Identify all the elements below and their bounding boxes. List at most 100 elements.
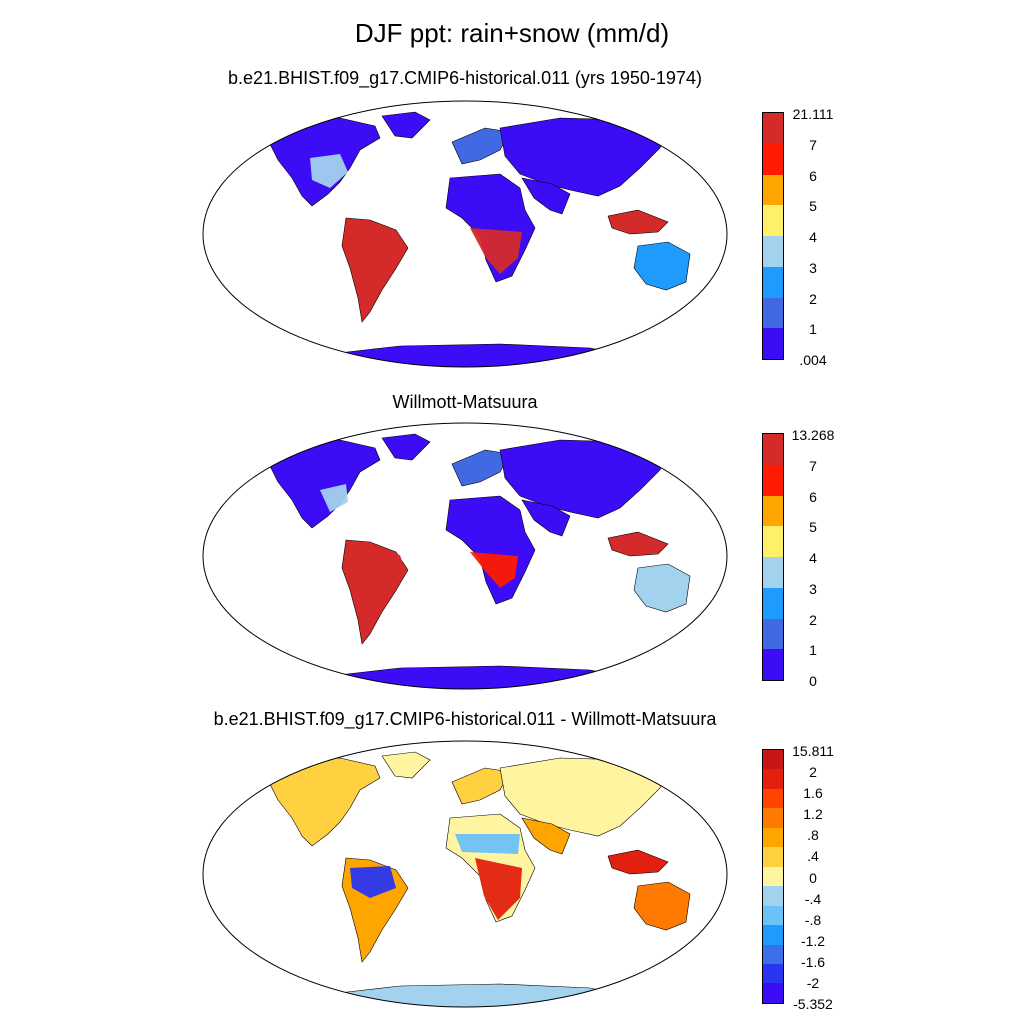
colorbar-box — [763, 587, 783, 619]
panel-title-obs: Willmott-Matsuura — [392, 392, 538, 412]
colorbar-tick-label: 21.111 — [792, 106, 834, 122]
panel-title-model: b.e21.BHIST.f09_g17.CMIP6-historical.011… — [228, 68, 702, 88]
colorbar-box — [763, 866, 783, 887]
colorbar-box — [763, 113, 783, 144]
precip-patch — [455, 834, 520, 854]
colorbar-tick-label: -1.2 — [800, 932, 826, 949]
colorbar-box — [763, 495, 783, 527]
land-greenland — [381, 751, 431, 779]
land-australia — [633, 241, 691, 291]
colorbar-box — [763, 963, 783, 984]
land-australia — [633, 881, 691, 931]
land-maritime-continent — [607, 209, 669, 235]
land-maritime-continent — [607, 849, 669, 875]
colorbar-tick-label: 6 — [809, 488, 817, 505]
colorbar-tick-label: 1 — [809, 642, 817, 659]
colorbar-model — [762, 112, 784, 360]
map-model — [202, 100, 728, 368]
main-title: DJF ppt: rain+snow (mm/d) — [354, 18, 670, 48]
colorbar-box — [763, 434, 783, 465]
colorbar-tick-label: .004 — [799, 352, 827, 368]
colorbar-box — [763, 905, 783, 926]
colorbar-box — [763, 944, 783, 964]
colorbar-box — [763, 297, 783, 329]
colorbar-tick-label: -.8 — [804, 911, 822, 928]
colorbar-tick-label: 2 — [809, 290, 817, 307]
precip-patch — [310, 154, 348, 188]
colorbar-box — [763, 464, 783, 496]
colorbar-tick-label: 1.6 — [803, 785, 823, 802]
colorbar-tick-label: 4 — [809, 229, 817, 245]
colorbar-box — [763, 769, 783, 789]
colorbar-box — [763, 266, 783, 298]
colorbar-tick-label: 2 — [809, 764, 817, 781]
land-arabia-india — [521, 817, 571, 855]
land-europe — [451, 127, 511, 165]
land-maritime-continent — [607, 531, 669, 557]
precip-patch — [470, 228, 522, 274]
colorbar-tick-label: 5 — [809, 198, 817, 215]
colorbar-tick-label: 3 — [809, 259, 817, 276]
colorbar-tick-label: -1.6 — [800, 953, 826, 970]
map-obs — [202, 422, 728, 690]
colorbar-tick-label: 15.811 — [792, 743, 834, 759]
map-border — [202, 100, 728, 368]
colorbar-box — [763, 886, 783, 906]
colorbar-tick-label: 0 — [809, 869, 817, 886]
colorbar-obs — [762, 433, 784, 681]
colorbar-box — [763, 983, 783, 1003]
colorbar-tick-label: -.4 — [804, 890, 822, 907]
land-greenland — [381, 111, 431, 139]
colorbar-tick-label: 5 — [809, 519, 817, 536]
colorbar-tick-label: 1 — [809, 321, 817, 338]
map-border — [202, 740, 728, 1008]
colorbar-box — [763, 808, 783, 828]
colorbar-box — [763, 143, 783, 175]
land-europe — [451, 767, 511, 805]
colorbar-tick-label: 13.268 — [791, 427, 835, 443]
colorbar-tick-label: -2 — [806, 974, 820, 991]
land-antarctica — [329, 983, 631, 1007]
colorbar-tick-label: 6 — [809, 167, 817, 184]
panel-title-diff: b.e21.BHIST.f09_g17.CMIP6-historical.011… — [213, 709, 717, 729]
colorbar-tick-label: 3 — [809, 580, 817, 597]
land-africa — [445, 495, 536, 605]
precip-patch — [470, 552, 518, 588]
colorbar-tick-label: 7 — [809, 457, 817, 474]
colorbar-tick-label: 4 — [809, 550, 817, 566]
colorbar-tick-label: 2 — [809, 611, 817, 628]
colorbar-box — [763, 827, 783, 848]
land-greenland — [381, 433, 431, 461]
colorbar-box — [763, 649, 783, 680]
colorbar-box — [763, 174, 783, 206]
colorbar-box — [763, 328, 783, 359]
land-antarctica — [329, 343, 631, 367]
colorbar-box — [763, 205, 783, 236]
precip-patch — [475, 858, 522, 920]
land-australia — [633, 563, 691, 613]
land-antarctica — [329, 665, 631, 689]
colorbar-box — [763, 788, 783, 809]
land-north-america — [269, 757, 381, 847]
colorbar-box — [763, 557, 783, 588]
land-north-america — [269, 439, 381, 529]
precip-patch — [350, 228, 405, 278]
precip-patch — [320, 484, 348, 512]
colorbar-box — [763, 847, 783, 867]
colorbar-tick-label: 0 — [809, 673, 817, 689]
colorbar-box — [763, 618, 783, 650]
colorbar-box — [763, 236, 783, 267]
colorbar-tick-label: 7 — [809, 136, 817, 153]
land-arabia-india — [521, 499, 571, 537]
map-border — [202, 422, 728, 690]
colorbar-box — [763, 526, 783, 557]
land-europe — [451, 449, 511, 487]
colorbar-tick-label: -5.352 — [793, 996, 833, 1012]
colorbar-box — [763, 750, 783, 770]
map-diff — [202, 740, 728, 1008]
precip-patch — [350, 866, 396, 898]
colorbar-box — [763, 925, 783, 945]
precip-patch — [350, 545, 405, 592]
land-africa — [445, 173, 536, 283]
colorbar-tick-label: .8 — [807, 827, 819, 844]
